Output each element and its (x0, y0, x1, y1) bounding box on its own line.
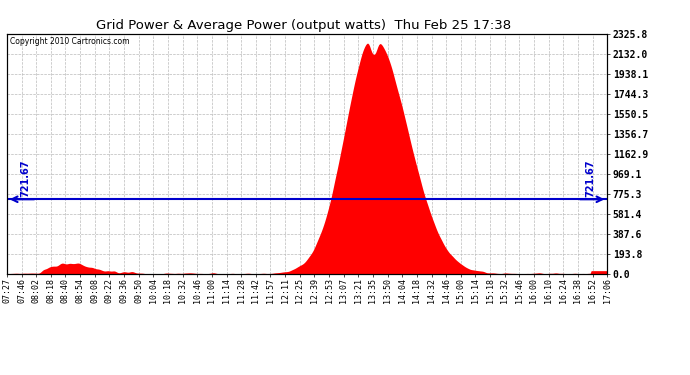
Text: Grid Power & Average Power (output watts)  Thu Feb 25 17:38: Grid Power & Average Power (output watts… (96, 19, 511, 32)
Text: Copyright 2010 Cartronics.com: Copyright 2010 Cartronics.com (10, 38, 130, 46)
Text: 721.67: 721.67 (585, 160, 595, 197)
Text: 721.67: 721.67 (20, 160, 30, 197)
